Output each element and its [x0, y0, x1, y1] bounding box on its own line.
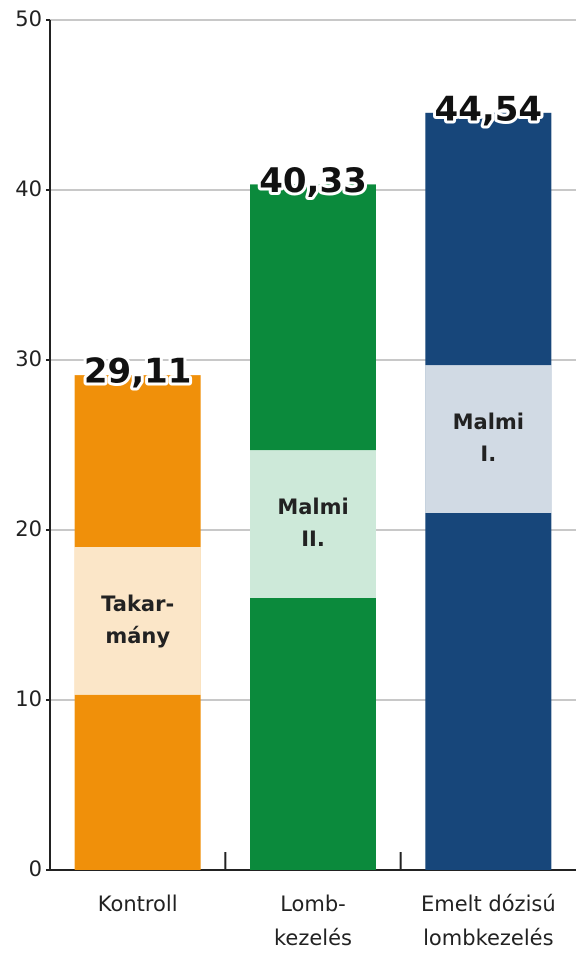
value-label: 29,11 [84, 352, 192, 392]
value-label: 40,33 [259, 161, 367, 201]
quality-band [425, 365, 551, 513]
quality-band [75, 547, 201, 695]
band-label: Malmi [277, 495, 348, 519]
y-tick-label: 0 [29, 857, 42, 881]
value-label: 44,54 [435, 89, 543, 129]
y-tick-label: 40 [15, 177, 42, 201]
band-label: I. [480, 442, 496, 466]
chart: 0 10 20 30 40 50 Takar-mány 29,11 Kontroll Malmi I… [0, 0, 583, 953]
band-label: Takar- [101, 592, 174, 616]
x-tick-label: Emelt dózisú [421, 892, 556, 916]
x-tick-label: Kontroll [98, 892, 178, 916]
band-label: mány [105, 624, 170, 648]
band-label: II. [301, 527, 325, 551]
y-tick-label: 20 [15, 517, 42, 541]
x-tick-label: kezelés [274, 926, 352, 950]
quality-band [250, 450, 376, 598]
y-tick-label: 50 [15, 7, 42, 31]
band-label: Malmi [453, 410, 524, 434]
y-tick-label: 10 [15, 687, 42, 711]
x-tick-label: Lomb- [280, 892, 346, 916]
y-tick-label: 30 [15, 347, 42, 371]
x-tick-label: lombkezelés [423, 926, 553, 950]
